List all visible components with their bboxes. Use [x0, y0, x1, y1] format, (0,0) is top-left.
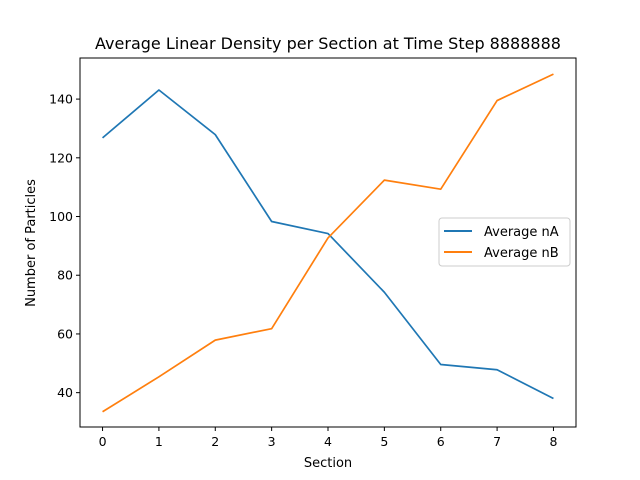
legend: Average nA Average nB	[438, 217, 571, 267]
x-axis: 0 1 2 3 4 5 6 7 8	[99, 427, 557, 449]
series-line-average-na	[101, 89, 554, 400]
y-tick-label: 60	[57, 326, 73, 341]
y-tick-label: 80	[57, 268, 73, 283]
y-axis: 40 60 80 100 120 140	[49, 92, 80, 400]
legend-label-average-na: Average nA	[484, 225, 559, 240]
x-tick-label: 6	[437, 434, 445, 449]
y-tick-label: 100	[49, 209, 73, 224]
x-tick-label: 3	[268, 434, 276, 449]
x-tick-label: 0	[99, 434, 107, 449]
y-tick-label: 120	[49, 150, 73, 165]
plot-lines	[101, 73, 554, 413]
legend-label-average-nb: Average nB	[484, 246, 559, 261]
x-tick-label: 7	[493, 434, 501, 449]
y-axis-label: Number of Particles	[24, 179, 39, 307]
x-tick-label: 1	[155, 434, 163, 449]
series-line-average-nb	[102, 73, 554, 413]
chart-title: Average Linear Density per Section at Ti…	[95, 34, 561, 53]
x-tick-label: 2	[211, 434, 219, 449]
y-tick-label: 40	[57, 385, 73, 400]
x-axis-label: Section	[304, 456, 352, 471]
x-tick-label: 5	[380, 434, 388, 449]
y-tick-label: 140	[49, 92, 73, 107]
x-tick-label: 4	[324, 434, 332, 449]
x-tick-label: 8	[549, 434, 557, 449]
